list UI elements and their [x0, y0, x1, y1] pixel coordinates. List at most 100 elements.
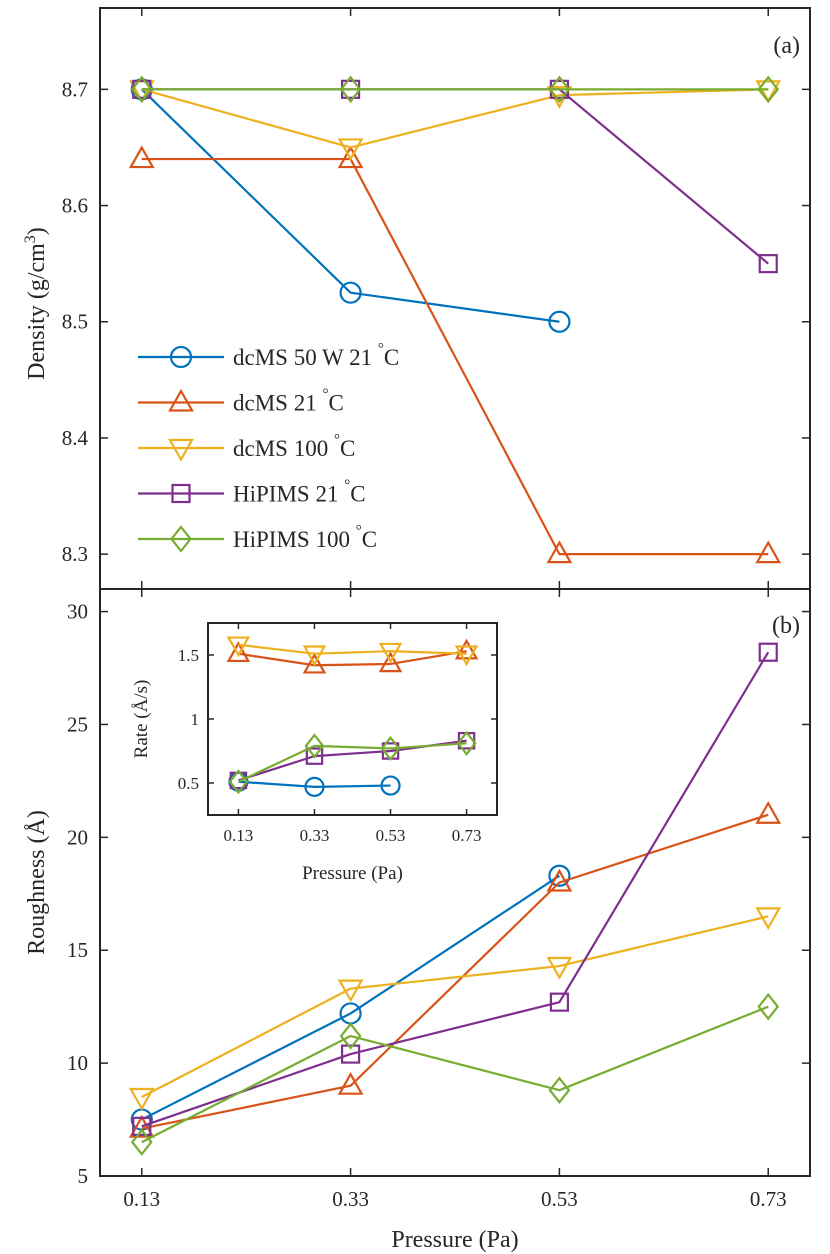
panel-a-series-hipims-100-c-point: [757, 75, 780, 104]
legend-label: dcMS 21 °C: [233, 387, 344, 416]
legend-label-unit: C: [328, 391, 343, 416]
panel-a-y-tick-label: 8.3: [62, 542, 88, 566]
panel-b-series-dcms-50-w-21-c-line: [141, 874, 561, 1121]
inset-y-tick-label: 1.5: [178, 646, 199, 665]
inset-y-axis-title: Rate (Å/s): [131, 680, 152, 759]
panel-a-series-hipims-100-c-point: [548, 75, 571, 104]
inset-series-dcms-100-c: [226, 636, 479, 667]
x-axis-title: Pressure (Pa): [391, 1227, 518, 1253]
panel-a-series-dcms-100-c-point: [337, 138, 364, 162]
panel-b-series-hipims-21-c-point: [132, 1116, 152, 1136]
panel-a-series-dcms-21-c-line: [141, 157, 769, 556]
panel-a-series-hipims-100-c-point: [339, 75, 362, 104]
panel-b-axes-frame: [99, 588, 811, 1177]
legend-label: dcMS 100 °C: [233, 432, 355, 461]
legend-label-unit: C: [350, 482, 365, 507]
inset-series-dcms-100-c-point: [302, 645, 327, 667]
inset-series-dcms-21-c: [226, 638, 479, 674]
panel-a-series-dcms-50-w-21-c-line: [140, 88, 560, 323]
legend-label: dcMS 50 W 21 °C: [233, 341, 399, 370]
panel-a-plot: [99, 7, 811, 590]
panel-b-series-dcms-21-c-point: [546, 868, 573, 892]
panel-b-series-hipims-100-c-line: [141, 1005, 769, 1144]
panel-b-series-hipims-100-c-point: [339, 1022, 362, 1050]
panel-b-y-tick-label: 30: [67, 600, 88, 624]
legend-label-main: dcMS 21: [233, 391, 322, 416]
panel-b-series-dcms-21-c-point: [755, 801, 782, 824]
legend-degree: °: [356, 523, 362, 539]
panel-a-series-dcms-21-c-point: [546, 540, 573, 564]
panel-b-series-dcms-100-c-point: [755, 907, 782, 931]
panel-b-x-tick-label: 0.73: [750, 1187, 787, 1211]
panel-a-series-dcms-21-c: [128, 145, 782, 564]
panel-a-series-hipims-100-c-point: [130, 75, 153, 104]
legend-degree: °: [378, 341, 384, 357]
panel-b-series-dcms-100-c: [128, 907, 782, 1111]
inset-series-hipims-21-c-point: [305, 747, 324, 765]
panel-b-series-dcms-50-w-21-c-point: [548, 864, 571, 887]
panel-b-series-hipims-21-c-point: [758, 642, 778, 662]
panel-b-y-tick-label: 20: [67, 825, 88, 849]
panel-a-series-dcms-21-c-point: [755, 540, 782, 564]
panel-b-y-axis-title: Roughness (Å): [24, 810, 50, 955]
panel-b-y-tick-label: 5: [78, 1164, 89, 1188]
legend-label-main: dcMS 50 W 21: [233, 345, 378, 370]
panel-a-label: (a): [773, 33, 800, 59]
inset-series-hipims-100-c-point: [304, 733, 325, 759]
text-layer: 8.3 8.4 8.5 8.6 8.7 (a) Density (g/cm3) dcMS 50…: [22, 33, 800, 1253]
inset-series-dcms-21-c-point: [454, 638, 479, 660]
inset-series-dcms-50-w-21-c-point: [304, 776, 325, 797]
legend-marker: [168, 438, 194, 462]
panel-a-y-tick-label: 8.6: [62, 194, 88, 218]
panel-a-y-tick-label: 8.5: [62, 310, 88, 334]
legend-marker: [171, 483, 191, 504]
panel-b-x-tick-label: 0.53: [541, 1187, 578, 1211]
inset-x-tick-label: 0.53: [376, 826, 406, 845]
panel-b-series-dcms-21-c-line: [141, 813, 769, 1130]
legend-degree: °: [344, 478, 350, 494]
inset-series-dcms-50-w-21-c-line: [238, 780, 391, 788]
inset-plot: [207, 622, 498, 816]
panel-a-series-dcms-50-w-21-c-point: [548, 310, 571, 333]
legend-marker: [169, 345, 193, 369]
panel-a-series-dcms-21-c-point: [128, 145, 155, 169]
inset-series-dcms-21-c-point: [226, 641, 251, 663]
panel-a-series-dcms-100-c-point: [755, 80, 782, 104]
panel-a-y-tick-label: 8.7: [62, 77, 88, 101]
panel-a-y-axis-title-main: Density (g/cm: [24, 243, 50, 380]
panel-b-series-dcms-100-c-point: [128, 1087, 155, 1111]
legend-label: HiPIMS 100 °C: [233, 523, 377, 552]
inset-series-dcms-100-c-point: [378, 642, 403, 664]
legend-item: HiPIMS 21 °C: [138, 478, 366, 507]
panel-a-y-tick-label: 8.4: [62, 426, 89, 450]
inset-y-tick-label: 0.5: [178, 774, 199, 793]
inset-series-hipims-100-c-point: [380, 735, 401, 762]
inset-series-dcms-100-c-point: [454, 645, 479, 667]
legend-label: HiPIMS 21 °C: [233, 478, 366, 507]
panel-b-y-tick-label: 10: [67, 1051, 88, 1075]
inset-series-dcms-21-c-point: [302, 652, 327, 674]
panel-b-series-hipims-21-c-point: [549, 992, 570, 1012]
panel-a-series-dcms-100-c-line: [141, 88, 769, 149]
inset-series-dcms-21-c-point: [378, 651, 403, 673]
panel-a-series-hipims-100-c: [130, 75, 780, 104]
legend-label-main: HiPIMS 100: [233, 527, 356, 552]
legend-marker: [168, 388, 194, 412]
panel-b-series-dcms-21-c: [128, 801, 782, 1138]
legend-marker: [170, 525, 192, 553]
inset-series-hipims-100-c-line: [237, 742, 467, 783]
legend-item: dcMS 50 W 21 °C: [138, 341, 399, 370]
panel-b-series-hipims-100-c-point: [757, 992, 780, 1021]
inset-series-dcms-21-c-line: [238, 650, 467, 667]
panel-b-x-tick-label: 0.33: [332, 1187, 369, 1211]
legend-item: dcMS 100 °C: [138, 432, 355, 462]
panel-b-y-tick-label: 25: [67, 712, 88, 736]
legend-degree: °: [334, 432, 340, 448]
panel-a-series-dcms-50-w-21-c-point: [339, 281, 362, 304]
inset-series-dcms-100-c-point: [226, 636, 251, 658]
panel-b-series-dcms-100-c-point: [337, 979, 364, 1003]
inset-x-tick-label: 0.73: [452, 826, 482, 845]
panel-b-series-hipims-100-c-point: [130, 1128, 153, 1156]
